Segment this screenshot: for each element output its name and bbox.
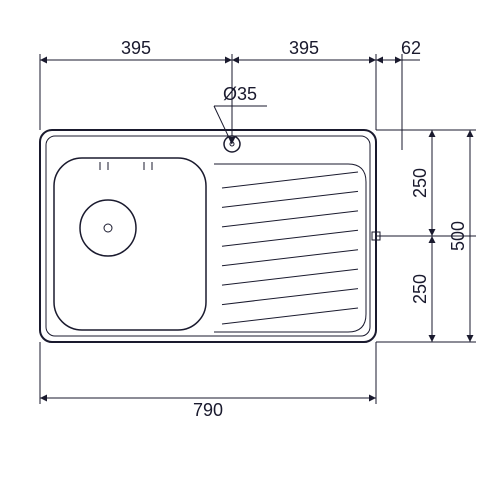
drain-center bbox=[104, 224, 112, 232]
dimension-label: 500 bbox=[448, 221, 468, 251]
drainer-groove bbox=[222, 308, 358, 324]
drain-circle bbox=[80, 200, 136, 256]
dimension-label: 250 bbox=[410, 168, 430, 198]
dimension-label: 395 bbox=[121, 38, 151, 58]
drainer-groove bbox=[222, 211, 358, 227]
dimension-label: 62 bbox=[401, 38, 421, 58]
dimension-label: 250 bbox=[410, 274, 430, 304]
drainer-groove bbox=[222, 269, 358, 285]
dimension-label: 790 bbox=[193, 400, 223, 420]
drainer-groove bbox=[222, 191, 358, 207]
sink-outline bbox=[40, 130, 376, 342]
sink-inner-rim bbox=[46, 136, 370, 336]
dimension-label: 395 bbox=[289, 38, 319, 58]
sink-bowl bbox=[54, 158, 206, 330]
drainer-groove bbox=[222, 289, 358, 305]
drainer-groove bbox=[222, 172, 358, 188]
drainer-area bbox=[214, 164, 366, 332]
drainer-groove bbox=[222, 250, 358, 266]
tap-hole-label: Ø35 bbox=[223, 84, 257, 104]
drainer-groove bbox=[222, 230, 358, 246]
